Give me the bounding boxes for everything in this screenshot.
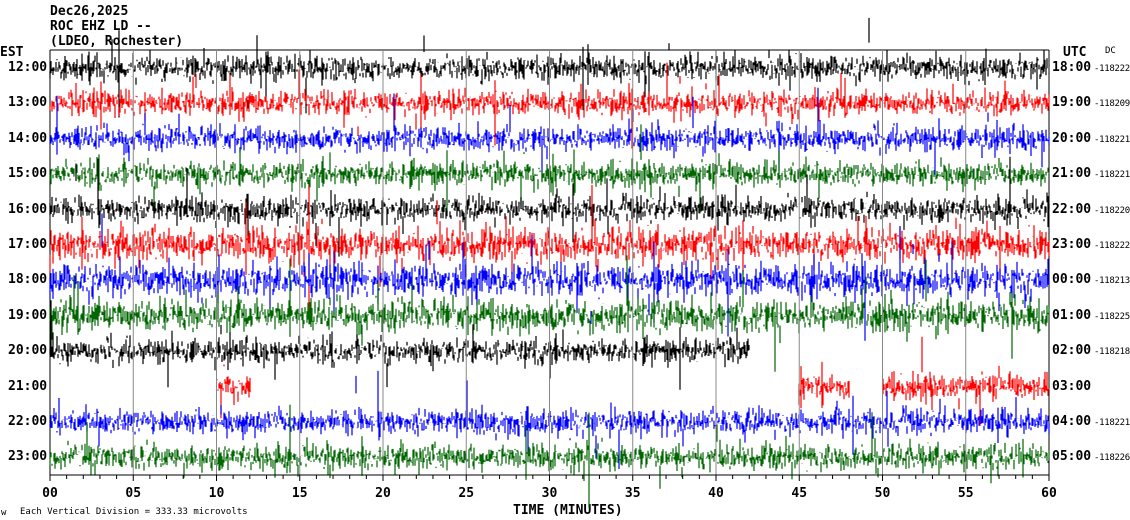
trace-2100-seg0 — [216, 364, 251, 419]
dc-label: DC — [1105, 46, 1116, 56]
est-hour-label: 19:00 — [8, 307, 48, 323]
est-hour-label: 17:00 — [8, 237, 48, 252]
x-tick-label: 20 — [375, 486, 391, 501]
est-hour-label: 12:00 — [8, 60, 48, 75]
utc-hour-label: 00:00 — [1052, 272, 1092, 288]
utc-hour-label: 04:00 — [1052, 414, 1092, 429]
dc-offset-value: -1182256 — [1094, 311, 1130, 322]
x-tick-label: 45 — [791, 486, 807, 501]
dc-offset-value: -1182099 — [1094, 99, 1130, 110]
x-tick-label: 55 — [958, 486, 974, 501]
trace-2100-seg2 — [882, 336, 933, 410]
utc-hour-label: 02:00 — [1052, 343, 1092, 359]
trace-2000-seg0 — [49, 300, 750, 390]
utc-hour-label: 05:00 — [1052, 449, 1092, 465]
left-timezone-label: EST — [0, 45, 24, 60]
dc-offset-value: -1182214 — [1094, 134, 1130, 145]
utc-hour-label: 20:00 — [1052, 130, 1092, 146]
x-tick-label: 25 — [458, 486, 474, 501]
trace-2100-seg3 — [931, 365, 1050, 426]
dc-offset-value: -1182186 — [1094, 347, 1130, 358]
dc-offset-value: -1182130 — [1094, 276, 1130, 287]
est-hour-label: 23:00 — [8, 449, 48, 465]
est-hour-label: 18:00 — [8, 272, 48, 288]
utc-hour-label: 21:00 — [1052, 166, 1092, 182]
corner-mark: w — [1, 508, 7, 518]
est-hour-label: 15:00 — [8, 166, 48, 182]
x-tick-label: 15 — [292, 486, 308, 501]
x-tick-label: 30 — [542, 486, 558, 501]
x-axis-label: TIME (MINUTES) — [513, 503, 623, 518]
x-tick-label: 00 — [42, 486, 58, 501]
utc-hour-label: 22:00 — [1052, 201, 1092, 217]
utc-hour-label: 01:00 — [1052, 307, 1092, 323]
utc-hour-label: 18:00 — [1052, 60, 1092, 75]
est-hour-label: 13:00 — [8, 95, 48, 111]
trace-2100-seg1 — [798, 361, 850, 409]
est-hour-label: 22:00 — [8, 414, 48, 429]
utc-hour-label: 19:00 — [1052, 95, 1092, 111]
dc-offset-value: -1182226 — [1094, 241, 1130, 251]
date-label: Dec26,2025 — [50, 4, 129, 19]
x-tick-label: 05 — [125, 486, 141, 501]
est-hour-label: 14:00 — [8, 130, 48, 146]
est-hour-label: 21:00 — [8, 378, 48, 394]
right-timezone-label: UTC — [1063, 45, 1087, 60]
est-hour-label: 20:00 — [8, 343, 48, 359]
network-label: (LDEO, Rochester) — [50, 34, 184, 49]
x-tick-label: 10 — [209, 486, 225, 501]
utc-hour-label: 23:00 — [1052, 237, 1092, 252]
dc-offset-value: -1182262 — [1094, 453, 1130, 464]
utc-hour-label: 03:00 — [1052, 378, 1092, 394]
scale-note: Each Vertical Division = 333.33 microvol… — [20, 507, 248, 517]
dc-offset-value: -1182219 — [1094, 170, 1130, 181]
x-tick-label: 35 — [625, 486, 641, 501]
x-tick-label: 50 — [875, 486, 891, 501]
dc-offset-value: -1182205 — [1094, 205, 1130, 216]
dc-offset-value: -1182222 — [1094, 64, 1130, 74]
x-tick-label: 60 — [1041, 486, 1057, 501]
x-tick-label: 40 — [708, 486, 724, 501]
station-label: ROC EHZ LD -- — [50, 19, 152, 34]
est-hour-label: 16:00 — [8, 201, 48, 217]
